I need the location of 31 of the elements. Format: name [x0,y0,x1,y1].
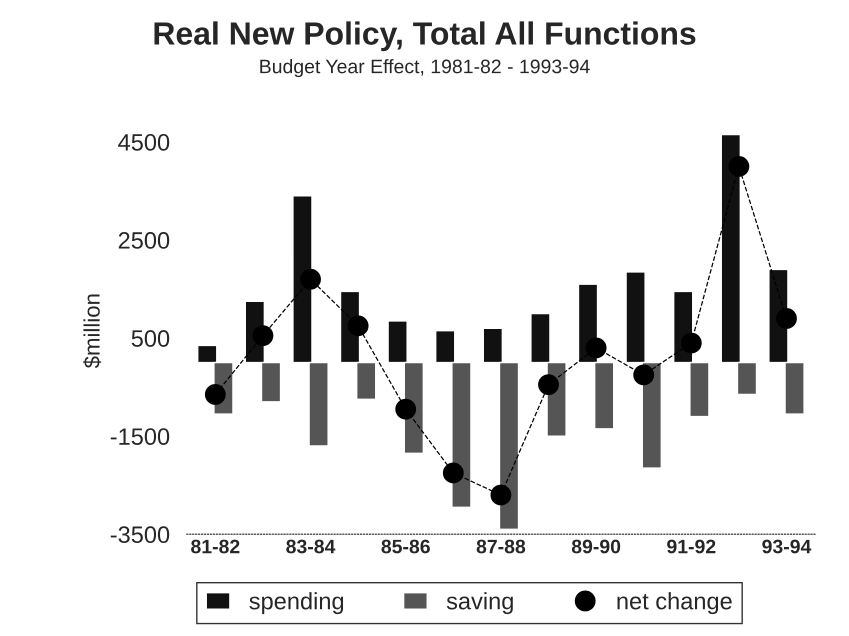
y-tick-label: -3500 [110,526,170,544]
point [300,268,321,290]
point [776,308,797,329]
y-tick-label: -1500 [110,428,170,445]
point [728,156,750,177]
x-tick-label: 81-82 [191,540,240,554]
point [442,462,464,484]
legend-label: saving [446,592,513,614]
point [348,315,369,336]
x-tick-label: 91-92 [667,540,716,554]
x-tick-label: 87-88 [476,540,526,554]
y-tick-label: 2500 [118,232,170,249]
y-axis-title: $million [83,294,102,368]
point [395,398,416,420]
x-tick-label: 89-90 [572,540,620,554]
y-tick-label: 500 [132,330,170,347]
point [538,374,559,396]
x-tick-label: 93-94 [762,540,812,554]
point [204,384,226,405]
point [633,364,654,386]
legend-label: net change [617,592,732,614]
y-tick-label: 4500 [118,134,170,151]
point [586,337,607,358]
legend-label: spending [249,592,344,614]
chart-subtitle: Budget Year Effect, 1981-82 - 1993-94 [260,59,590,78]
point [680,332,702,354]
chart-title: Real New Policy, Total All Functions [154,21,696,52]
point [252,325,274,346]
x-tick-label: 85-86 [381,540,430,554]
point [490,484,512,506]
x-tick-label: 83-84 [286,540,336,554]
